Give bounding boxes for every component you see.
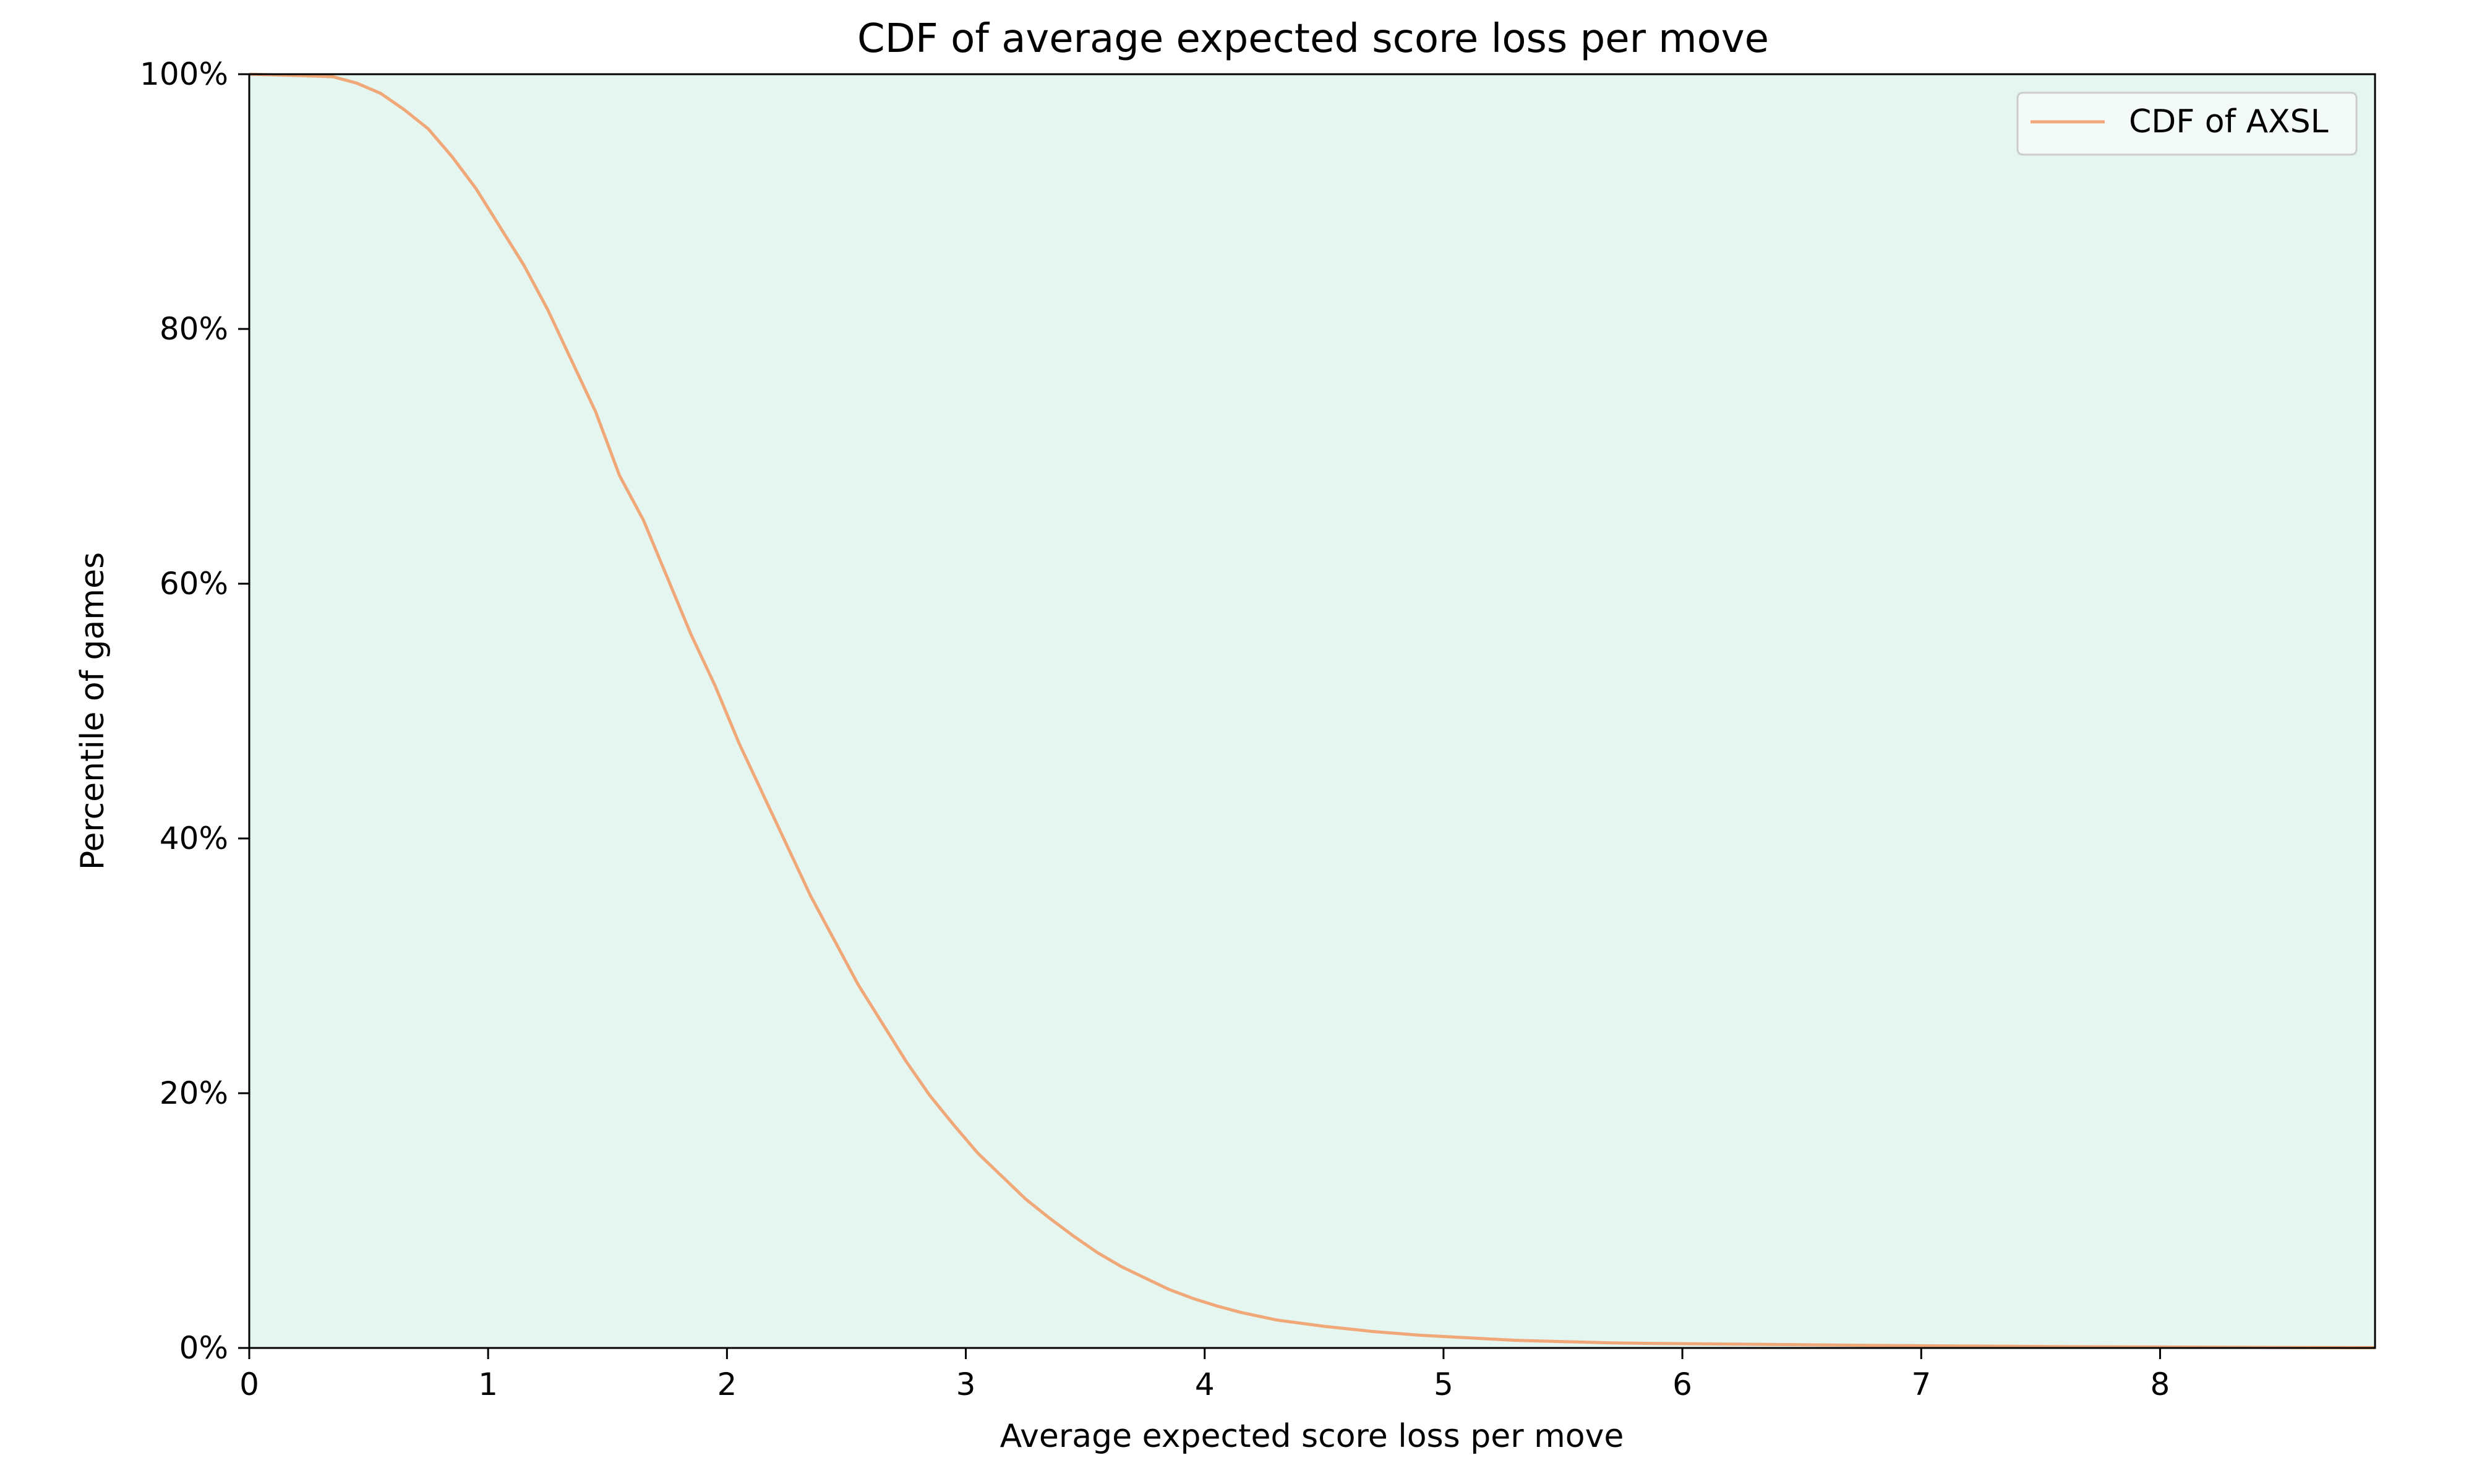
x-tick-label: 3 — [956, 1367, 976, 1402]
x-tick-label: 6 — [1672, 1367, 1692, 1402]
x-tick-label: 5 — [1434, 1367, 1453, 1402]
x-tick-label: 2 — [717, 1367, 737, 1402]
y-tick-label: 100% — [140, 56, 228, 92]
cdf-series-line — [249, 72, 2376, 1349]
x-tick-label: 4 — [1195, 1367, 1215, 1402]
y-tick-label: 0% — [179, 1330, 228, 1366]
y-axis-ticks: 0% 20% 40% 60% 80% 100% — [140, 56, 249, 1366]
x-tick-label: 0 — [239, 1367, 259, 1402]
y-axis-label: Percentile of games — [74, 552, 111, 870]
y-tick-label: 40% — [160, 821, 228, 856]
legend-box — [2016, 92, 2358, 156]
y-tick-label: 20% — [160, 1075, 228, 1111]
x-tick-label: 7 — [1911, 1367, 1931, 1402]
x-tick-label: 8 — [2151, 1367, 2170, 1402]
x-axis-label: Average expected score loss per move — [1000, 1418, 1624, 1455]
chart-title: CDF of average expected score loss per m… — [857, 16, 1769, 62]
plot-area — [249, 74, 2375, 1348]
x-tick-label: 1 — [478, 1367, 498, 1402]
y-tick-label: 80% — [160, 311, 228, 347]
y-tick-label: 60% — [160, 566, 228, 602]
legend-label: CDF of AXSL — [2129, 103, 2329, 140]
plot-frame — [248, 73, 2376, 1349]
legend: CDF of AXSL — [2016, 92, 2358, 156]
x-axis-ticks: 0 1 2 3 4 5 6 7 8 — [239, 1348, 2170, 1402]
